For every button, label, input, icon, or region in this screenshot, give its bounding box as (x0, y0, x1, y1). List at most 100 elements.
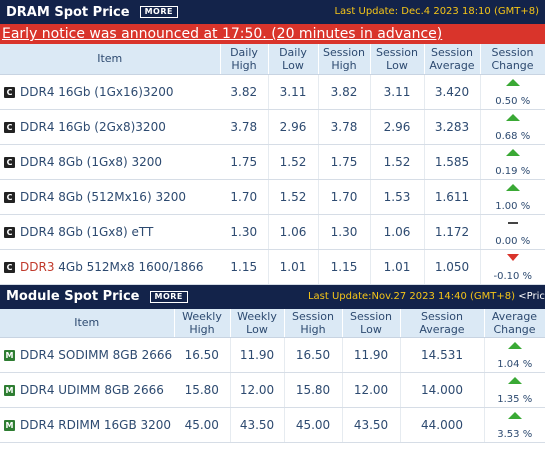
col-header-session-average: Session Average (400, 308, 485, 338)
session-low-value: 1.53 (370, 179, 425, 215)
item-name[interactable]: DDR4 16Gb (2Gx8)3200 (20, 119, 166, 134)
table-row: M DDR4 RDIMM 16GB 3200 45.00 43.50 45.00 … (0, 407, 545, 443)
session-average-value: 14.531 (400, 337, 485, 373)
item-cell[interactable]: C DDR3 4Gb 512Mx8 1600/1866 (0, 249, 220, 285)
session-low-value: 1.06 (370, 214, 425, 250)
session-low-value: 11.90 (342, 337, 401, 373)
session-average-value: 14.000 (400, 372, 485, 408)
session-average-value: 1.050 (424, 249, 481, 285)
module-icon[interactable]: M (4, 419, 15, 431)
session-change-cell: 0.68 % (480, 109, 545, 145)
col-header-daily-low: Daily Low (268, 44, 319, 75)
col-header-session-low: Session Low (342, 308, 401, 338)
item-cell[interactable]: C DDR4 8Gb (512Mx16) 3200 (0, 179, 220, 215)
chip-icon[interactable]: C (4, 86, 15, 98)
session-average-value: 1.172 (424, 214, 481, 250)
col-header-session-high: Session High (318, 44, 371, 75)
item-cell[interactable]: C DDR4 16Gb (1Gx16)3200 (0, 74, 220, 110)
item-name[interactable]: DDR4 8Gb (1Gx8) eTT (20, 224, 154, 239)
chip-icon[interactable]: C (4, 191, 15, 203)
item-cell[interactable]: M DDR4 RDIMM 16GB 3200 (0, 407, 174, 443)
item-cell[interactable]: M DDR4 UDIMM 8GB 2666 (0, 372, 174, 408)
session-change-cell: 1.00 % (480, 179, 545, 215)
early-notice-link[interactable]: Early notice was announced at 17:50. (20… (0, 24, 545, 44)
item-name[interactable]: DDR4 RDIMM 16GB 3200 (20, 417, 172, 432)
daily-high-value: 1.75 (220, 144, 269, 180)
daily-high-value: 3.78 (220, 109, 269, 145)
col-header-daily-high: Daily High (220, 44, 269, 75)
change-percent: 0.19 % (495, 165, 531, 177)
change-percent: 1.35 % (497, 394, 533, 405)
col-header-item: Item (0, 44, 221, 75)
daily-high-value: 1.15 (220, 249, 269, 285)
arrow-up-icon (507, 377, 522, 384)
module-more-button[interactable]: MORE (149, 290, 188, 303)
item-cell[interactable]: M DDR4 SODIMM 8GB 2666 (0, 337, 174, 373)
item-name[interactable]: DDR4 16Gb (1Gx16)3200 (20, 84, 174, 99)
module-price-link[interactable]: <Price (518, 290, 545, 302)
daily-high-value: 3.82 (220, 74, 269, 110)
session-high-value: 45.00 (284, 407, 343, 443)
session-change-cell: -0.10 % (480, 249, 545, 285)
item-name[interactable]: DDR4 8Gb (1Gx8) 3200 (20, 154, 163, 169)
table-row: C DDR4 16Gb (2Gx8)3200 3.78 2.96 3.78 2.9… (0, 109, 545, 145)
table-row: M DDR4 SODIMM 8GB 2666 16.50 11.90 16.50 … (0, 337, 545, 373)
col-header-weekly-high: Weekly High (174, 308, 231, 338)
item-name[interactable]: DDR4 8Gb (512Mx16) 3200 (20, 189, 186, 204)
weekly-low-value: 43.50 (230, 407, 285, 443)
session-high-value: 3.78 (318, 109, 371, 145)
weekly-high-value: 45.00 (174, 407, 231, 443)
daily-low-value: 1.06 (268, 214, 319, 250)
session-high-value: 1.15 (318, 249, 371, 285)
table-row: C DDR4 8Gb (512Mx16) 3200 1.70 1.52 1.70 … (0, 179, 545, 215)
session-high-value: 1.30 (318, 214, 371, 250)
item-cell[interactable]: C DDR4 16Gb (2Gx8)3200 (0, 109, 220, 145)
dram-more-button[interactable]: MORE (139, 6, 178, 18)
module-header-bar: Module Spot Price MORE Last Update:Nov.2… (0, 284, 545, 309)
arrow-up-icon (505, 183, 520, 191)
module-icon[interactable]: M (4, 349, 15, 361)
session-average-value: 1.611 (424, 179, 481, 215)
daily-high-value: 1.70 (220, 179, 269, 215)
col-header-session-low: Session Low (370, 44, 425, 75)
item-cell[interactable]: C DDR4 8Gb (1Gx8) 3200 (0, 144, 220, 180)
item-prefix-ddr3[interactable]: DDR3 (20, 259, 55, 274)
item-name[interactable]: DDR4 UDIMM 8GB 2666 (20, 382, 164, 397)
col-header-session-average: Session Average (424, 44, 481, 75)
flat-dash-icon (507, 221, 518, 224)
table-row: M DDR4 UDIMM 8GB 2666 15.80 12.00 15.80 1… (0, 372, 545, 408)
session-low-value: 3.11 (370, 74, 425, 110)
item-cell[interactable]: C DDR4 8Gb (1Gx8) eTT (0, 214, 220, 250)
dram-title: DRAM Spot Price (6, 4, 130, 20)
session-high-value: 16.50 (284, 337, 343, 373)
chip-icon[interactable]: C (4, 121, 15, 133)
chip-icon[interactable]: C (4, 156, 15, 168)
dram-last-update: Last Update: Dec.4 2023 18:10 (GMT+8) (334, 6, 539, 17)
session-average-value: 3.283 (424, 109, 481, 145)
chip-icon[interactable]: C (4, 261, 15, 273)
arrow-up-icon (505, 78, 520, 86)
chip-icon[interactable]: C (4, 226, 15, 238)
change-percent: 1.04 % (497, 359, 533, 370)
item-name[interactable]: DDR4 SODIMM 8GB 2666 (20, 347, 173, 362)
module-icon[interactable]: M (4, 384, 15, 396)
session-change-cell: 0.50 % (480, 74, 545, 110)
session-change-cell: 0.19 % (480, 144, 545, 180)
session-high-value: 1.75 (318, 144, 371, 180)
daily-low-value: 3.11 (268, 74, 319, 110)
col-header-item: Item (0, 308, 175, 338)
item-name[interactable]: 4Gb 512Mx8 1600/1866 (54, 259, 204, 274)
session-low-value: 2.96 (370, 109, 425, 145)
dram-price-table: Item Daily High Daily Low Session High S… (0, 44, 545, 285)
session-high-value: 3.82 (318, 74, 371, 110)
module-update-time: Nov.27 2023 14:40 (GMT+8) (371, 290, 516, 302)
change-percent: 0.00 % (495, 235, 531, 247)
session-low-value: 12.00 (342, 372, 401, 408)
session-change-cell: 0.00 % (480, 214, 545, 250)
session-low-value: 1.01 (370, 249, 425, 285)
col-header-session-change: Session Change (480, 44, 545, 75)
table-row: C DDR4 8Gb (1Gx8) eTT 1.30 1.06 1.30 1.06… (0, 214, 545, 250)
change-percent: 3.53 % (497, 429, 533, 440)
session-average-value: 1.585 (424, 144, 481, 180)
module-last-update: Last Update:Nov.27 2023 14:40 (GMT+8) <P… (308, 291, 545, 302)
